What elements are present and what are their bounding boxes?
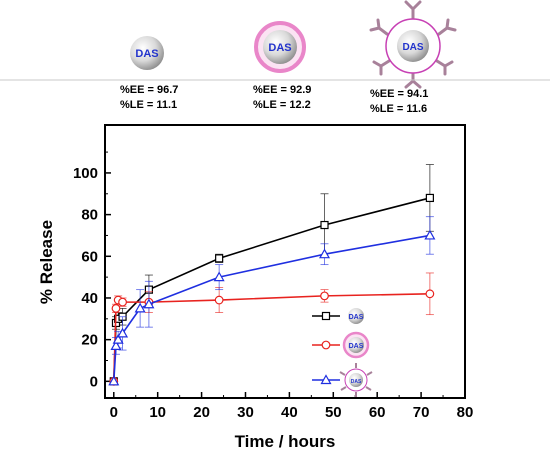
header-panel: DAS DAS DAS %EE = 96.7 %LE = 11.1 %EE = bbox=[0, 0, 550, 115]
legend-particle-core bbox=[348, 337, 364, 353]
particle-antibody-le: %LE = 11.6 bbox=[370, 103, 427, 115]
data-point bbox=[320, 291, 329, 301]
y-tick-label: 60 bbox=[81, 248, 98, 265]
data-point bbox=[134, 302, 146, 313]
data-point bbox=[425, 289, 435, 299]
data-point bbox=[117, 327, 129, 338]
particle-coated-le: %LE = 12.2 bbox=[253, 99, 311, 111]
data-point bbox=[425, 193, 434, 203]
legend-marker bbox=[320, 374, 332, 385]
particle-coated-label: DAS bbox=[268, 42, 291, 54]
legend-marker bbox=[321, 340, 331, 350]
legend-particle-icon bbox=[348, 308, 364, 324]
series-square bbox=[109, 164, 434, 386]
x-tick-label: 50 bbox=[325, 404, 342, 421]
x-tick-label: 70 bbox=[413, 404, 430, 421]
y-tick-label: 100 bbox=[73, 165, 98, 182]
particle-plain-le: %LE = 11.1 bbox=[120, 99, 177, 111]
data-point bbox=[215, 254, 224, 263]
legend-antibody-spikes bbox=[339, 363, 373, 397]
y-tick-label: 80 bbox=[81, 207, 98, 224]
data-point bbox=[320, 220, 329, 230]
legend-entry-square: DAS bbox=[312, 308, 364, 324]
particle-coated-icon: DAS bbox=[254, 21, 306, 73]
data-point bbox=[112, 333, 124, 344]
data-point bbox=[118, 297, 127, 307]
x-tick-label: 10 bbox=[149, 404, 166, 421]
particle-antibody-label: DAS bbox=[402, 42, 423, 53]
data-point bbox=[108, 375, 120, 386]
particle-plain-label: DAS bbox=[135, 48, 158, 60]
y-tick-label: 0 bbox=[90, 373, 98, 390]
data-point bbox=[214, 295, 224, 305]
data-point bbox=[111, 303, 121, 313]
particle-coated-ee: %EE = 92.9 bbox=[253, 84, 311, 96]
particle-plain-ee: %EE = 96.7 bbox=[120, 84, 178, 96]
x-tick-label: 40 bbox=[281, 404, 298, 421]
axes: 0 10 20 30 40 50 60 70 80 0 20 40 60 80 100 bbox=[73, 151, 474, 421]
data-point bbox=[143, 298, 155, 309]
data-point bbox=[424, 229, 436, 240]
series-layer bbox=[108, 164, 436, 386]
legend-entry-triangle: DAS bbox=[312, 363, 373, 397]
plot-frame bbox=[104, 124, 466, 399]
x-tick-label: 60 bbox=[369, 404, 386, 421]
legend-entry-circle: DAS bbox=[312, 331, 370, 359]
legend-particle-core bbox=[349, 373, 363, 387]
series-triangle bbox=[108, 216, 436, 386]
legend: DAS DAS DAS bbox=[312, 308, 373, 397]
x-tick-label: 80 bbox=[457, 404, 474, 421]
y-tick-label: 20 bbox=[81, 332, 98, 349]
legend-label: DAS bbox=[349, 343, 364, 350]
particle-plain-icon: DAS bbox=[130, 36, 164, 70]
legend-label: DAS bbox=[351, 379, 362, 385]
series-line bbox=[112, 234, 431, 382]
legend-label: DAS bbox=[349, 314, 364, 321]
series-line bbox=[112, 197, 431, 382]
particle-antibody-ee: %EE = 94.1 bbox=[370, 88, 428, 100]
legend-marker bbox=[321, 311, 331, 321]
x-tick-label: 20 bbox=[193, 404, 210, 421]
x-axis-title: Time / hours bbox=[235, 432, 336, 451]
data-point bbox=[110, 340, 122, 351]
y-tick-label: 40 bbox=[81, 290, 98, 307]
data-point bbox=[318, 248, 331, 259]
series-line bbox=[112, 293, 430, 382]
x-tick-label: 30 bbox=[237, 404, 254, 421]
x-tick-label: 0 bbox=[110, 404, 118, 421]
data-point bbox=[213, 271, 225, 282]
series-circle bbox=[109, 272, 435, 386]
particle-antibody-icon: DAS bbox=[369, 0, 457, 89]
y-axis-title: % Release bbox=[37, 220, 56, 304]
